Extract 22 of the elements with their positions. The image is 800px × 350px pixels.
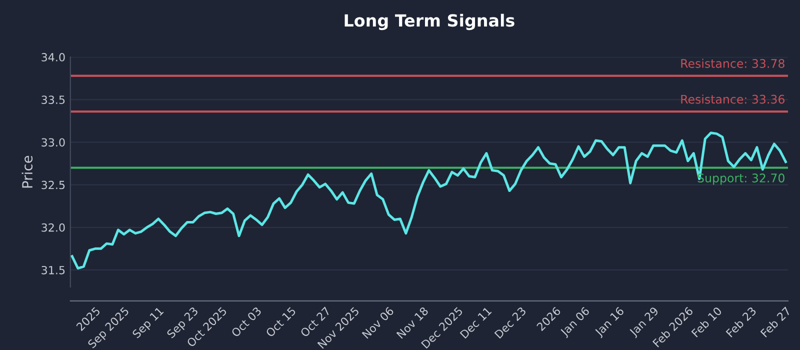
x-tick-label: Jan 16 xyxy=(594,306,626,338)
x-tick-label: Jan 29 xyxy=(628,306,660,338)
ref-line-label: Resistance: 33.36 xyxy=(681,94,784,104)
y-axis-title: Price xyxy=(22,156,33,188)
x-tick-label: Oct 15 xyxy=(265,306,296,338)
chart-title: Long Term Signals xyxy=(344,14,514,30)
y-tick-label: 32.0 xyxy=(42,223,65,232)
x-tick-label: Jan 06 xyxy=(559,306,592,338)
y-tick-label: 34.0 xyxy=(42,53,65,62)
x-tick-label: Dec 23 xyxy=(494,306,526,339)
y-tick-label: 33.0 xyxy=(42,138,65,147)
ref-line-label: Support: 32.70 xyxy=(698,174,784,185)
x-tick-label: Oct 03 xyxy=(230,306,262,338)
x-tick-label: Sep 11 xyxy=(132,306,166,340)
y-tick-label: 32.5 xyxy=(42,180,65,190)
y-tick-label: 33.5 xyxy=(42,96,65,104)
x-tick-label: Feb 27 xyxy=(760,306,792,338)
ref-line-label: Resistance: 33.78 xyxy=(681,58,784,68)
x-tick-label: Feb 23 xyxy=(726,306,757,338)
x-tick-label: Feb 10 xyxy=(691,306,722,338)
y-tick-label: 31.5 xyxy=(42,266,65,274)
line-series xyxy=(70,132,787,270)
